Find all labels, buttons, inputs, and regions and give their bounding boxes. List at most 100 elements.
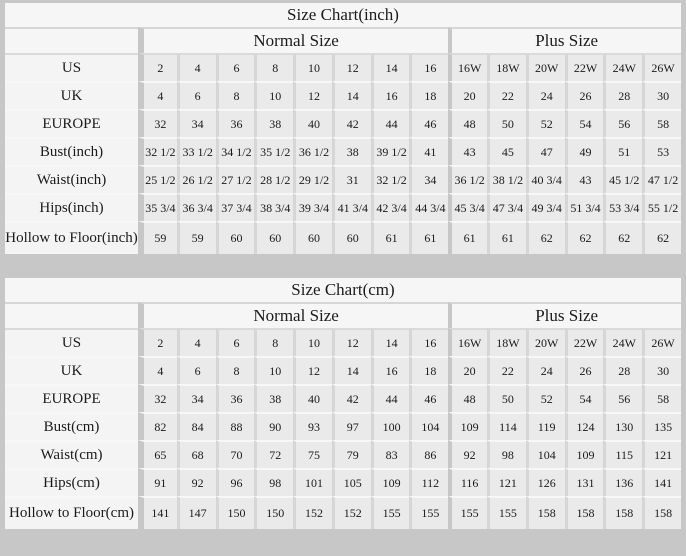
size-cell: 98 [487, 440, 526, 468]
size-cell: 18 [409, 356, 449, 384]
size-cell: 36 [215, 384, 255, 412]
group-header-plus-size: Plus Size [448, 302, 681, 328]
size-chart-cm-table: Size Chart(cm) Normal Size Plus Size US 2 4 6 8… [5, 278, 681, 529]
row-label: Bust(cm) [5, 412, 138, 440]
size-cell: 30 [642, 356, 681, 384]
size-cell: 38 [254, 109, 294, 137]
table-row: Hollow to Floor(inch) 59 59 60 60 60 60 61 61 61 6… [5, 221, 681, 254]
size-cell: 14 [370, 328, 410, 356]
size-cell: 35 1/2 [254, 137, 294, 165]
table-row: Bust(inch) 32 1/2 33 1/2 34 1/2 35 1/2 36 1/2… [5, 137, 681, 165]
size-cell: 4 [176, 328, 216, 356]
table-row: EUROPE 32 34 36 38 40 42 44 46 48 50 52 54 56 58 [5, 109, 681, 137]
size-cell: 62 [564, 221, 604, 254]
size-cell: 18W [487, 53, 526, 81]
size-cell: 92 [176, 468, 216, 496]
size-cell: 44 3/4 [409, 193, 449, 221]
size-cell: 16W [448, 328, 488, 356]
size-cell: 32 1/2 [370, 165, 410, 193]
size-cell: 40 [293, 109, 332, 137]
size-cell: 49 [564, 137, 604, 165]
size-cell: 28 [603, 81, 643, 109]
size-cell: 32 1/2 [138, 137, 177, 165]
size-cell: 59 [176, 221, 216, 254]
size-cell: 26 [564, 81, 604, 109]
size-cell: 16W [448, 53, 488, 81]
size-cell: 88 [215, 412, 255, 440]
row-label: Hollow to Floor(cm) [5, 496, 138, 529]
size-cell: 4 [138, 356, 177, 384]
size-cell: 101 [293, 468, 332, 496]
size-cell: 126 [525, 468, 565, 496]
size-cell: 116 [448, 468, 488, 496]
size-cell: 124 [564, 412, 604, 440]
row-label: Waist(inch) [5, 165, 138, 193]
size-cell: 155 [409, 496, 449, 529]
size-cell: 36 1/2 [448, 165, 488, 193]
size-cell: 114 [487, 412, 526, 440]
size-cell: 44 [370, 109, 410, 137]
row-label: Hollow to Floor(inch) [5, 221, 138, 254]
size-cell: 158 [642, 496, 681, 529]
size-cell: 45 3/4 [448, 193, 488, 221]
size-cell: 150 [215, 496, 255, 529]
size-cell: 141 [138, 496, 177, 529]
row-label: UK [5, 356, 138, 384]
size-cell: 6 [176, 356, 216, 384]
size-cell: 38 3/4 [254, 193, 294, 221]
size-cell: 70 [215, 440, 255, 468]
size-cell: 79 [331, 440, 371, 468]
size-cell: 8 [215, 356, 255, 384]
size-cell: 158 [603, 496, 643, 529]
size-cell: 109 [564, 440, 604, 468]
size-cell: 90 [254, 412, 294, 440]
size-cell: 16 [409, 328, 449, 356]
size-cell: 36 1/2 [293, 137, 332, 165]
size-cell: 60 [215, 221, 255, 254]
size-cell: 60 [293, 221, 332, 254]
size-cell: 29 1/2 [293, 165, 332, 193]
row-label: Waist(cm) [5, 440, 138, 468]
group-header-normal-size: Normal Size [138, 27, 449, 53]
table-title: Size Chart(inch) [5, 3, 681, 27]
size-cell: 39 3/4 [293, 193, 332, 221]
table-row: Hips(inch) 35 3/4 36 3/4 37 3/4 38 3/4 39 3/4… [5, 193, 681, 221]
size-cell: 18 [409, 81, 449, 109]
size-cell: 62 [603, 221, 643, 254]
size-cell: 41 [409, 137, 449, 165]
size-cell: 141 [642, 468, 681, 496]
size-cell: 39 1/2 [370, 137, 410, 165]
size-cell: 10 [254, 81, 294, 109]
size-chart-inch-table: Size Chart(inch) Normal Size Plus Size US 2 4… [5, 3, 681, 254]
size-cell: 119 [525, 412, 565, 440]
size-cell: 14 [331, 356, 371, 384]
size-cell: 112 [409, 468, 449, 496]
size-cell: 37 3/4 [215, 193, 255, 221]
size-cell: 86 [409, 440, 449, 468]
size-cell: 130 [603, 412, 643, 440]
size-cell: 131 [564, 468, 604, 496]
row-label: EUROPE [5, 384, 138, 412]
size-cell: 24 [525, 356, 565, 384]
size-cell: 109 [448, 412, 488, 440]
size-cell: 45 1/2 [603, 165, 643, 193]
size-cell: 20 [448, 81, 488, 109]
size-cell: 40 [293, 384, 332, 412]
size-cell: 20W [525, 328, 565, 356]
size-cell: 61 [487, 221, 526, 254]
size-cell: 16 [370, 81, 410, 109]
size-cell: 84 [176, 412, 216, 440]
size-cell: 8 [254, 53, 294, 81]
size-cell: 47 [525, 137, 565, 165]
size-cell: 53 [642, 137, 681, 165]
size-cell: 25 1/2 [138, 165, 177, 193]
table-row: UK 4 6 8 10 12 14 16 18 20 22 24 26 28 30 [5, 356, 681, 384]
table-row: UK 4 6 8 10 12 14 16 18 20 22 24 26 28 30 [5, 81, 681, 109]
size-cell: 43 [564, 165, 604, 193]
size-cell: 4 [138, 81, 177, 109]
size-cell: 98 [254, 468, 294, 496]
size-cell: 62 [642, 221, 681, 254]
size-cell: 96 [215, 468, 255, 496]
size-cell: 91 [138, 468, 177, 496]
size-cell: 28 1/2 [254, 165, 294, 193]
